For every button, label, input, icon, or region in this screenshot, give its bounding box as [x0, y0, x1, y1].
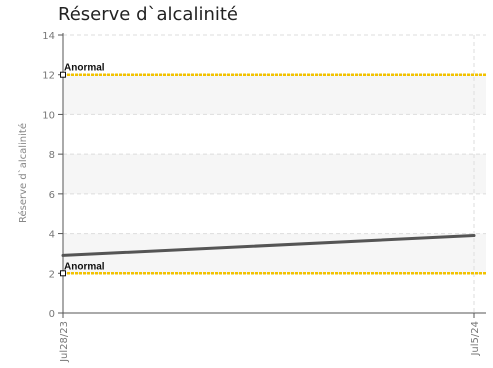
- x-tick-label: Jul28/23: [59, 321, 70, 363]
- series-line: [61, 234, 476, 257]
- y-tick-label: 12: [42, 71, 55, 82]
- grid-band: [63, 74, 486, 115]
- threshold-marker: [60, 71, 66, 78]
- y-tick-label: 2: [49, 269, 55, 280]
- y-axis-label: Réserve d`alcalinité: [17, 123, 29, 223]
- y-tick-label: 4: [49, 230, 55, 241]
- threshold-marker: [60, 270, 66, 277]
- background-bands: [63, 74, 486, 274]
- x-tick-label: Jul5/24: [470, 321, 481, 357]
- grid-band: [63, 154, 486, 194]
- y-tick-label: 0: [49, 309, 55, 320]
- threshold-label: Anormal: [64, 63, 105, 74]
- threshold-label: Anormal: [64, 261, 105, 272]
- reference-lines: Anormal Anormal: [60, 63, 486, 277]
- tick-labels: 0 2 4 6 8 10 12 14 Jul28/23 Jul5/24: [42, 31, 481, 363]
- y-tick-label: 14: [42, 31, 55, 42]
- y-tick-label: 10: [42, 110, 55, 121]
- series-lines: [61, 234, 476, 257]
- chart-title: Réserve d`alcalinité: [58, 4, 238, 25]
- y-tick-label: 8: [49, 150, 55, 161]
- y-tick-label: 6: [49, 190, 55, 201]
